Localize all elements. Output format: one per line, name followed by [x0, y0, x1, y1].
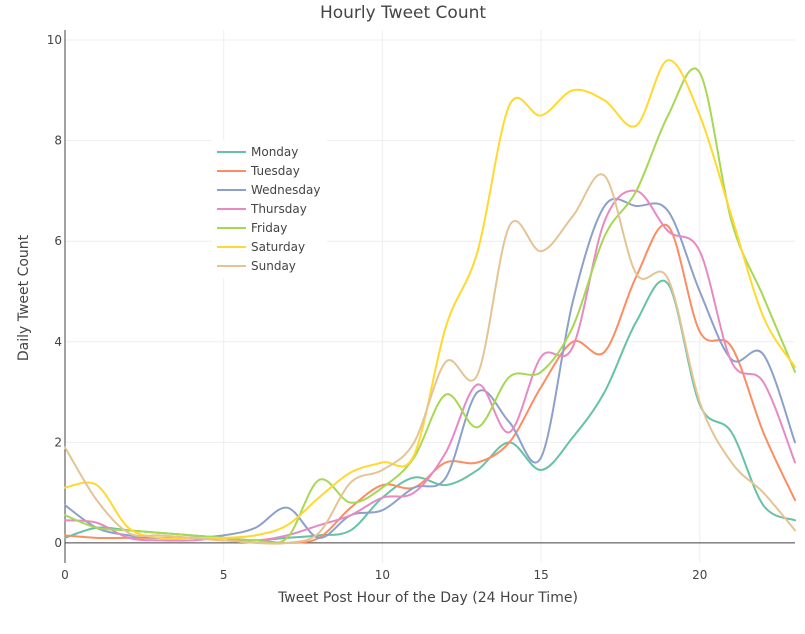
- y-tick-label: 8: [54, 134, 62, 148]
- series-line-tuesday: [64, 223, 796, 544]
- series-line-saturday: [64, 59, 796, 540]
- legend-item: Friday: [217, 221, 287, 235]
- legend-item: Wednesday: [217, 183, 320, 197]
- legend-label: Sunday: [251, 259, 296, 273]
- y-tick-label: 6: [54, 234, 62, 248]
- y-tick-label: 2: [54, 435, 62, 449]
- legend-label: Saturday: [251, 240, 305, 254]
- legend-label: Tuesday: [250, 164, 300, 178]
- legend-label: Friday: [251, 221, 287, 235]
- x-axis-title: Tweet Post Hour of the Day (24 Hour Time…: [277, 590, 578, 606]
- series-lines: [64, 59, 796, 545]
- legend-item: Thursday: [217, 202, 307, 216]
- legend: Monday Tuesday Wednesday Thursday Friday Satu…: [212, 140, 327, 278]
- legend-item: Tuesday: [217, 164, 300, 178]
- x-tick-label: 0: [61, 568, 69, 582]
- chart-title: Hourly Tweet Count: [320, 3, 486, 23]
- series-line-wednesday: [64, 197, 796, 540]
- series-line-friday: [64, 67, 796, 545]
- series-line-thursday: [64, 189, 796, 542]
- legend-label: Monday: [251, 145, 298, 159]
- grid: [64, 30, 795, 563]
- axes: 0 5 10 15 20 0 2 4 6 8 10: [47, 30, 795, 582]
- series-line-sunday: [64, 173, 796, 545]
- x-tick-label: 10: [375, 568, 390, 582]
- legend-item: Sunday: [217, 259, 296, 273]
- legend-item: Saturday: [217, 240, 305, 254]
- legend-item: Monday: [217, 145, 298, 159]
- legend-label: Wednesday: [251, 183, 320, 197]
- series-line-monday: [64, 279, 796, 542]
- legend-label: Thursday: [250, 202, 307, 216]
- y-axis-title: Daily Tweet Count: [16, 234, 32, 361]
- y-tick-label: 10: [47, 33, 62, 47]
- x-tick-label: 20: [692, 568, 707, 582]
- y-tick-label: 4: [54, 335, 62, 349]
- x-tick-label: 5: [220, 568, 228, 582]
- y-tick-label: 0: [54, 536, 62, 550]
- x-tick-label: 15: [533, 568, 548, 582]
